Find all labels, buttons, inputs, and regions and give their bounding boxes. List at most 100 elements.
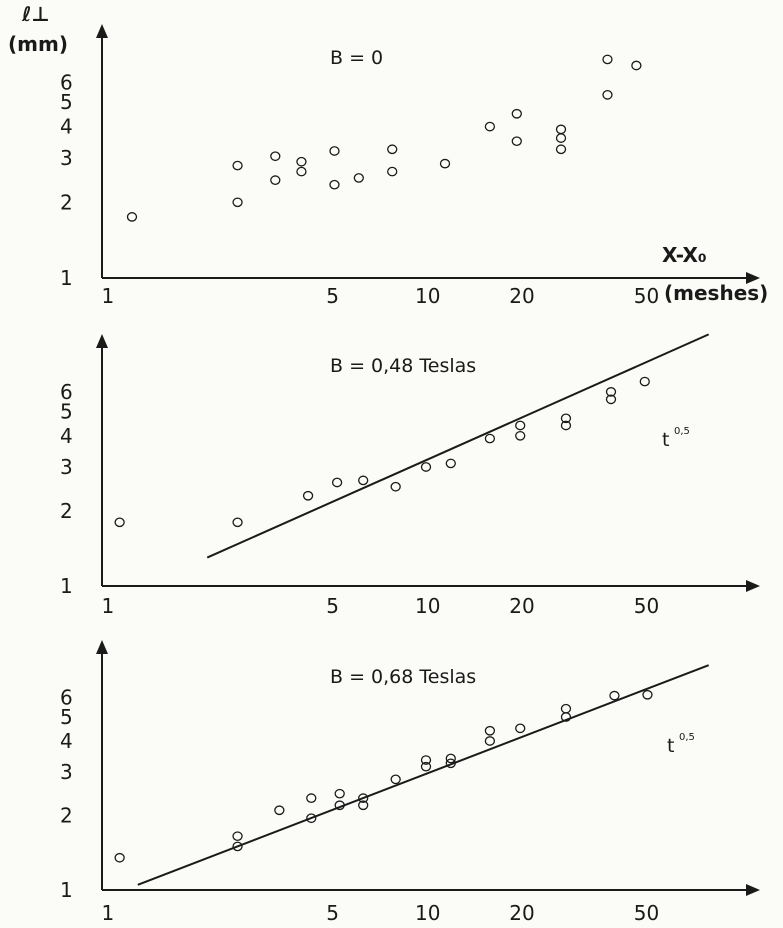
x-tick-label: 20	[509, 901, 534, 925]
y-tick-label: 3	[60, 455, 73, 479]
power-law-annotation: t	[662, 429, 669, 451]
data-point	[232, 197, 243, 208]
data-point	[515, 420, 526, 431]
fit-line	[206, 333, 710, 559]
data-point	[605, 394, 617, 405]
data-point	[334, 788, 345, 799]
data-point	[274, 805, 285, 816]
x-tick-label: 5	[326, 594, 339, 618]
data-point	[232, 831, 243, 842]
y-tick-label: 3	[60, 146, 73, 170]
y-tick-label: 3	[60, 760, 73, 784]
x-tick-label: 1	[102, 901, 115, 925]
y-tick-label: 5	[60, 400, 73, 424]
data-point	[358, 793, 369, 804]
data-point	[515, 723, 526, 734]
y-tick-label: 6	[60, 685, 73, 709]
panel-title: B = 0	[330, 47, 383, 69]
data-point	[602, 89, 613, 100]
y-tick-label: 5	[60, 705, 73, 729]
data-point	[560, 712, 572, 722]
data-point	[439, 158, 451, 169]
data-point	[358, 475, 369, 486]
x-tick-label: 50	[634, 901, 659, 925]
data-point	[631, 60, 642, 71]
data-point	[511, 136, 522, 147]
data-point	[232, 841, 243, 852]
data-point	[390, 481, 401, 492]
data-point	[302, 490, 314, 501]
data-point	[114, 852, 125, 863]
panel-title: B = 0,48 Teslas	[330, 355, 476, 377]
data-point	[232, 517, 243, 528]
y-axis-label-symbol: ℓ⊥	[21, 2, 50, 26]
data-point	[445, 458, 456, 469]
data-point	[331, 477, 343, 488]
data-point	[296, 166, 307, 177]
data-point	[387, 144, 398, 155]
data-point	[126, 212, 138, 222]
y-tick-label: 2	[60, 499, 73, 523]
data-point	[609, 690, 620, 701]
data-point	[560, 703, 572, 714]
y-tick-label: 6	[60, 380, 73, 404]
x-tick-label: 10	[415, 284, 440, 308]
x-axis-unit: (meshes)	[664, 281, 768, 305]
data-point	[420, 755, 432, 765]
x-tick-label: 10	[415, 901, 440, 925]
data-point	[420, 462, 432, 472]
data-point	[484, 736, 496, 746]
power-law-exponent: 0,5	[679, 732, 695, 743]
x-axis-arrow	[746, 272, 760, 284]
x-tick-label: 5	[326, 284, 339, 308]
data-point	[270, 151, 281, 162]
data-point	[560, 413, 572, 424]
data-point	[605, 387, 617, 397]
y-axis-arrow	[96, 640, 108, 654]
data-point	[232, 160, 243, 171]
x-axis-label: X-X₀	[662, 243, 707, 267]
x-tick-label: 20	[509, 284, 534, 308]
data-point	[555, 144, 567, 155]
data-point	[515, 430, 526, 441]
x-tick-label: 50	[634, 594, 659, 618]
y-axis-arrow	[96, 24, 108, 38]
y-tick-label: 1	[60, 878, 73, 902]
y-tick-label: 5	[60, 90, 73, 114]
data-point	[602, 54, 613, 65]
data-point	[420, 761, 432, 772]
data-point	[334, 800, 345, 811]
x-axis-arrow	[746, 884, 760, 896]
data-point	[270, 175, 281, 185]
data-point	[329, 179, 340, 190]
panel-title: B = 0,68 Teslas	[330, 666, 476, 688]
data-point	[353, 173, 364, 183]
x-tick-label: 20	[509, 594, 534, 618]
data-point	[484, 433, 496, 444]
data-point	[296, 156, 307, 167]
data-point	[639, 376, 650, 387]
data-point	[555, 124, 567, 135]
x-tick-label: 50	[634, 284, 659, 308]
y-tick-label: 4	[60, 115, 73, 139]
x-tick-label: 5	[326, 901, 339, 925]
data-point	[306, 793, 317, 804]
y-tick-label: 1	[60, 574, 73, 598]
data-point	[511, 108, 522, 119]
data-point	[445, 753, 456, 764]
y-tick-label: 4	[60, 729, 73, 753]
y-axis-label-unit: (mm)	[8, 32, 68, 56]
y-tick-label: 2	[60, 190, 73, 214]
data-point	[445, 758, 456, 769]
power-law-annotation: t	[667, 735, 674, 757]
data-point	[390, 774, 401, 785]
y-axis-arrow	[96, 334, 108, 348]
data-point	[484, 121, 496, 132]
data-point	[555, 133, 567, 143]
y-tick-label: 1	[60, 266, 73, 290]
y-tick-label: 2	[60, 803, 73, 827]
